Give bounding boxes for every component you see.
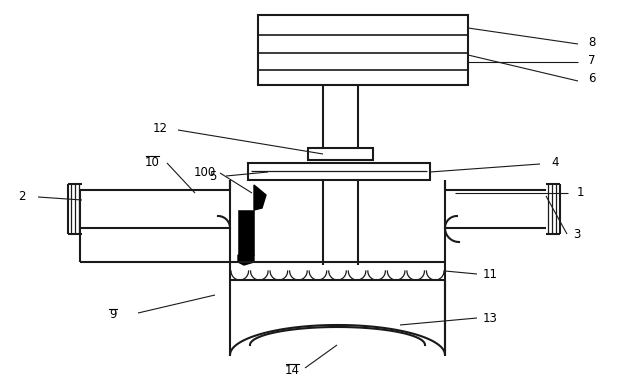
Bar — [308, 148, 373, 160]
Text: 1: 1 — [576, 187, 584, 200]
Text: 8: 8 — [588, 35, 596, 48]
Text: 5: 5 — [209, 169, 217, 182]
Text: 10: 10 — [145, 156, 159, 169]
Text: 2: 2 — [19, 190, 26, 204]
Text: 7: 7 — [588, 53, 596, 66]
Polygon shape — [254, 185, 266, 210]
Text: 100: 100 — [194, 166, 216, 179]
Text: 6: 6 — [588, 73, 596, 86]
Text: 3: 3 — [573, 227, 580, 240]
Polygon shape — [238, 255, 254, 265]
Text: 11: 11 — [483, 268, 497, 280]
Text: 12: 12 — [152, 121, 168, 134]
Bar — [238, 210, 254, 255]
Text: 14: 14 — [285, 364, 300, 376]
Text: 4: 4 — [551, 156, 559, 169]
Bar — [258, 15, 468, 85]
Bar — [248, 163, 430, 180]
Text: 13: 13 — [483, 311, 497, 324]
Text: 9: 9 — [109, 308, 116, 321]
